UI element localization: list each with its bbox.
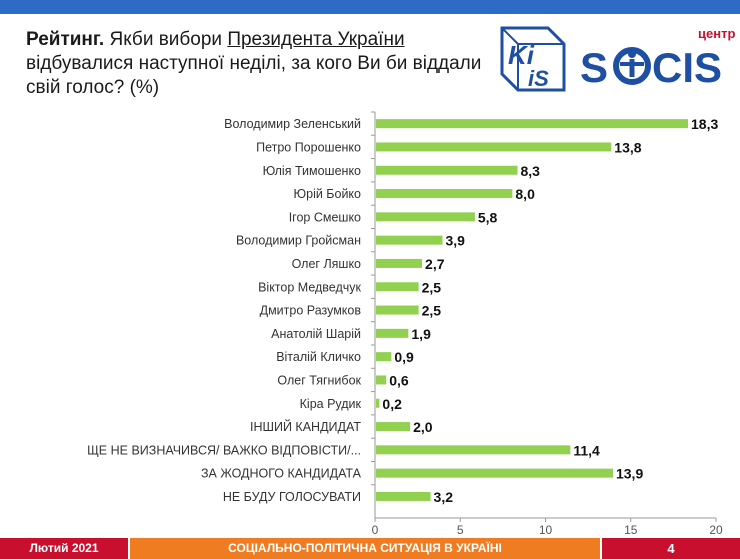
bar (376, 282, 419, 292)
title-underlined: Президента України (227, 29, 405, 50)
socis-cis: CIS (652, 44, 722, 91)
chart-title: Рейтинг. Якби вибори Президента України … (26, 28, 486, 100)
bar-value-label: 3,2 (434, 489, 454, 505)
bar (376, 445, 571, 455)
title-post: відбувалися наступної неділі, за кого Ви… (26, 53, 482, 98)
bar (376, 491, 431, 501)
bar (376, 258, 423, 268)
category-label: ЩЕ НЕ ВИЗНАЧИВСЯ/ ВАЖКО ВІДПОВІСТИ/... (87, 443, 361, 457)
bar (376, 352, 392, 362)
category-label: ЗА ЖОДНОГО КАНДИДАТА (201, 467, 362, 481)
bar-value-label: 2,7 (425, 256, 445, 272)
category-label: ІНШИЙ КАНДИДАТ (250, 419, 361, 434)
kiis-text-top: Ki (508, 40, 535, 70)
bar (376, 375, 387, 385)
bar-value-label: 13,9 (616, 466, 643, 482)
bar-value-label: 0,2 (382, 396, 402, 412)
kiis-logo: Ki iS (500, 26, 566, 92)
x-tick-label: 15 (624, 523, 638, 537)
bar-value-label: 0,6 (389, 372, 409, 388)
bar (376, 398, 380, 408)
bar (376, 422, 411, 432)
bar-value-label: 3,9 (445, 233, 465, 249)
footer: Лютий 2021 СОЦІАЛЬНО-ПОЛІТИЧНА СИТУАЦІЯ … (0, 538, 740, 559)
category-label: Олег Ляшко (292, 257, 361, 271)
x-tick-label: 0 (372, 523, 379, 537)
bar-value-label: 1,9 (411, 326, 431, 342)
bar-value-label: 18,3 (691, 116, 718, 132)
bar (376, 212, 475, 222)
bar (376, 305, 419, 315)
title-pre: Якби вибори (109, 29, 223, 50)
bar-value-label: 2,5 (422, 303, 442, 319)
top-accent-bar (0, 0, 740, 14)
category-label: Дмитро Разумков (260, 304, 362, 318)
title-bold: Рейтинг. (26, 29, 105, 50)
category-label: НЕ БУДУ ГОЛОСУВАТИ (223, 490, 361, 504)
bar-value-label: 2,5 (422, 279, 442, 295)
bar-value-label: 8,3 (521, 163, 541, 179)
category-label: Олег Тягнибок (277, 373, 361, 387)
category-label: Анатолій Шарій (271, 327, 361, 341)
footer-subtitle: СОЦІАЛЬНО-ПОЛІТИЧНА СИТУАЦІЯ В УКРАЇНІ (130, 538, 600, 559)
bar (376, 235, 443, 245)
bar (376, 119, 689, 129)
kiis-text-bottom: iS (528, 66, 549, 91)
category-label: Петро Порошенко (256, 140, 361, 154)
x-tick-label: 20 (709, 523, 723, 537)
category-label: Володимир Гройсман (236, 234, 361, 248)
bar-value-label: 13,8 (614, 139, 641, 155)
bar (376, 468, 613, 478)
category-label: Віктор Медведчук (258, 280, 361, 294)
bar (376, 165, 518, 175)
bar-value-label: 8,0 (515, 186, 535, 202)
bar-value-label: 0,9 (394, 349, 414, 365)
bar-value-label: 5,8 (478, 209, 498, 225)
category-label: Ігор Смешко (289, 210, 361, 224)
category-label: Юрій Бойко (293, 187, 361, 201)
socis-s: S (580, 44, 608, 91)
bar-value-label: 2,0 (413, 419, 433, 435)
category-label: Володимир Зеленський (224, 117, 361, 131)
bar (376, 328, 409, 338)
bar (376, 142, 612, 152)
footer-page-number: 4 (602, 538, 740, 559)
footer-date: Лютий 2021 (0, 538, 128, 559)
category-label: Кіра Рудик (300, 397, 362, 411)
bar (376, 189, 513, 199)
category-label: Віталій Кличко (276, 350, 361, 364)
socis-logo: центр S CIS (580, 26, 735, 91)
socis-figure-icon (613, 47, 651, 85)
socis-small-text: центр (698, 26, 735, 41)
category-label: Юлія Тимошенко (263, 164, 361, 178)
x-tick-label: 10 (539, 523, 553, 537)
x-tick-label: 5 (457, 523, 464, 537)
bar-value-label: 11,4 (573, 442, 600, 458)
